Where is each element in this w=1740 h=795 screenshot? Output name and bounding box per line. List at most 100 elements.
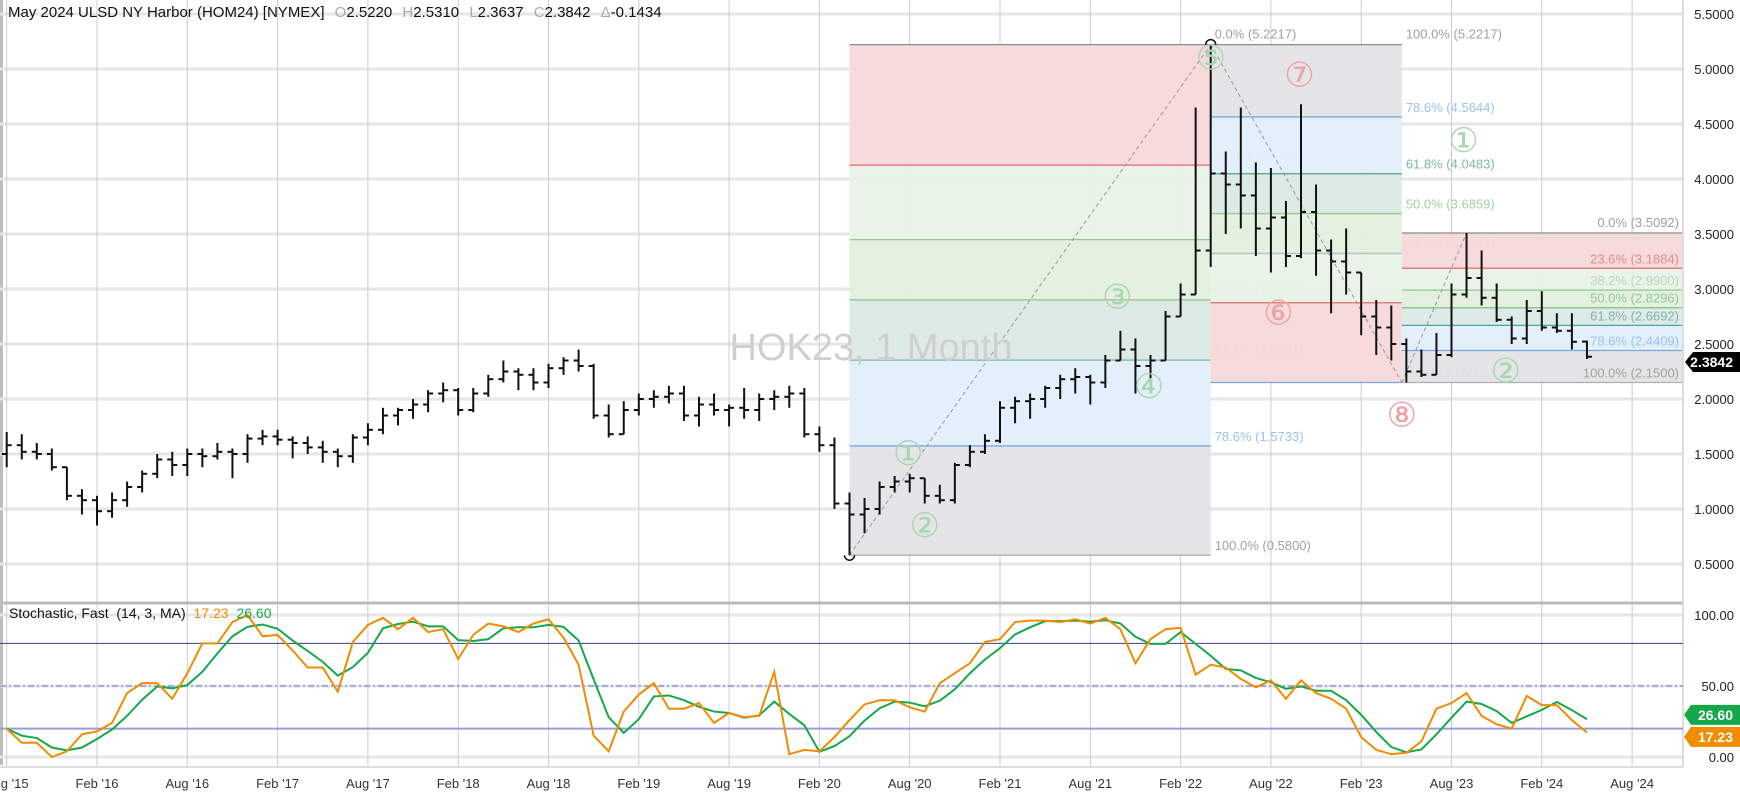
stochastic-k-tag-value: 17.23 — [1698, 729, 1733, 745]
ohlc-bar — [1, 432, 12, 468]
price-axis-tick: 3.0000 — [1694, 282, 1734, 297]
ohlc-bar — [272, 429, 283, 446]
ohlc-bar — [1220, 151, 1231, 234]
price-axis-tick: 5.0000 — [1694, 62, 1734, 77]
stochastic-d-line — [6, 619, 1588, 754]
fib-zone — [1401, 232, 1683, 269]
price-axis-tick: 0.5000 — [1694, 557, 1734, 572]
ohlc-bar — [603, 404, 614, 438]
fib-level-label: 78.6% (2.4409) — [1590, 334, 1679, 349]
fib-level-label: 78.6% (1.5733) — [1215, 429, 1304, 444]
ohlc-bar — [1250, 162, 1261, 256]
last-price-value: 2.3842 — [1690, 354, 1733, 370]
stochastic-k-value: 17.23 — [193, 605, 229, 621]
time-axis-label: Feb '16 — [76, 776, 119, 791]
wave-label-7: ⑥ — [1263, 295, 1293, 333]
ohlc-bar — [1280, 201, 1291, 267]
ohlc-bar — [889, 476, 900, 493]
fib-level-label: 100.0% (2.1500) — [1583, 366, 1679, 381]
ohlc-bar — [212, 443, 223, 460]
time-axis-label: Feb '22 — [1159, 776, 1202, 791]
ohlc-bar — [61, 466, 72, 501]
ohlc-bar — [1190, 107, 1201, 296]
ohlc-bar — [423, 390, 434, 413]
ohlc-bar — [1160, 311, 1171, 362]
low-label: L — [469, 4, 478, 21]
ohlc-bar — [1581, 340, 1592, 359]
ohlc-bar — [167, 451, 178, 476]
stochastic-title: Stochastic, Fast — [9, 605, 109, 621]
time-axis-label: Feb '18 — [437, 776, 480, 791]
ohlc-bar — [1491, 283, 1502, 322]
time-axis-label: Aug '24 — [1610, 776, 1654, 791]
time-axis-label: Aug '18 — [527, 776, 571, 791]
ohlc-bar — [995, 401, 1005, 443]
ohlc-bar — [1175, 283, 1186, 318]
ohlc-bar — [709, 393, 720, 416]
ohlc-bar — [1356, 271, 1367, 336]
ohlc-bar — [1506, 316, 1517, 344]
ohlc-bar — [1431, 333, 1442, 376]
fib-zone — [1210, 44, 1402, 117]
fib-zone — [1401, 268, 1683, 291]
symbol-header: May 2024 ULSD NY Harbor (HOM24) [NYMEX] … — [8, 4, 662, 21]
fib-zone — [1210, 302, 1402, 383]
ohlc-bar — [347, 434, 358, 463]
time-axis-label: Aug '17 — [346, 776, 390, 791]
high-label: H — [402, 4, 414, 21]
ohlc-bar — [1551, 313, 1562, 333]
fib-level-label: 78.6% (4.5644) — [1406, 100, 1495, 115]
ohlc-bar — [1341, 228, 1352, 295]
ohlc-bar — [1371, 300, 1382, 355]
change-value: -0.1434 — [610, 4, 662, 21]
ohlc-bar — [919, 477, 930, 504]
high-value: 2.5310 — [413, 4, 460, 21]
ohlc-bar — [1401, 338, 1412, 383]
fib-level-label: 61.8% (2.6692) — [1590, 308, 1679, 323]
ohlc-bar — [513, 368, 524, 391]
ohlc-bar — [814, 426, 825, 452]
ohlc-bar — [122, 481, 133, 507]
fib-zone — [1210, 116, 1402, 174]
fib-level-label: 100.0% (0.5800) — [1215, 538, 1311, 553]
ohlc-bar — [588, 363, 599, 419]
wave-label-1: ⑤ — [1195, 40, 1225, 78]
chart-watermark: HOK23, 1 Month — [729, 327, 1012, 369]
wave-label-10: ② — [1490, 352, 1520, 390]
price-axis-tick: 5.5000 — [1694, 7, 1734, 22]
stochastic-legend[interactable]: Stochastic, Fast (14, 3, MA) 17.23 26.60 — [9, 605, 272, 621]
ohlc-bar — [618, 401, 629, 436]
fib-level-label: 0.0% (5.2217) — [1215, 27, 1297, 42]
ohlc-bar — [31, 443, 42, 460]
wave-label-6: ⑦ — [1284, 57, 1314, 95]
time-axis-label: Aug '22 — [1249, 776, 1293, 791]
ohlc-bar — [1296, 104, 1306, 259]
ohlc-bar — [287, 436, 298, 459]
fib-zone — [849, 299, 1211, 361]
price-axis-tick: 1.0000 — [1694, 502, 1734, 517]
ohlc-bar — [964, 445, 975, 468]
change-label: Δ — [600, 4, 611, 21]
ohlc-bar — [739, 388, 750, 419]
ohlc-bar — [1040, 385, 1051, 408]
fib-zone — [1210, 213, 1402, 254]
ohlc-bar — [438, 382, 449, 403]
ohlc-bar — [1100, 355, 1111, 388]
ohlc-bar — [317, 440, 328, 463]
stochastic-axis-tick: 100.00 — [1694, 608, 1734, 623]
time-axis-label: Aug '16 — [165, 776, 209, 791]
time-axis-label: Aug '21 — [1068, 776, 1112, 791]
low-value: 2.3637 — [477, 4, 524, 21]
ohlc-bar — [1536, 291, 1547, 331]
fib-zone — [849, 445, 1211, 556]
ohlc-bar — [979, 434, 990, 454]
time-axis-label: Feb '23 — [1340, 776, 1383, 791]
ohlc-bar — [633, 393, 644, 416]
fib-trendline — [849, 44, 1212, 556]
ohlc-bar — [468, 388, 479, 413]
ohlc-bar — [242, 434, 253, 463]
ohlc-bar — [663, 385, 674, 404]
stochastic-d-tag — [1684, 704, 1740, 725]
symbol-title: May 2024 ULSD NY Harbor (HOM24) [NYMEX] — [8, 4, 325, 21]
